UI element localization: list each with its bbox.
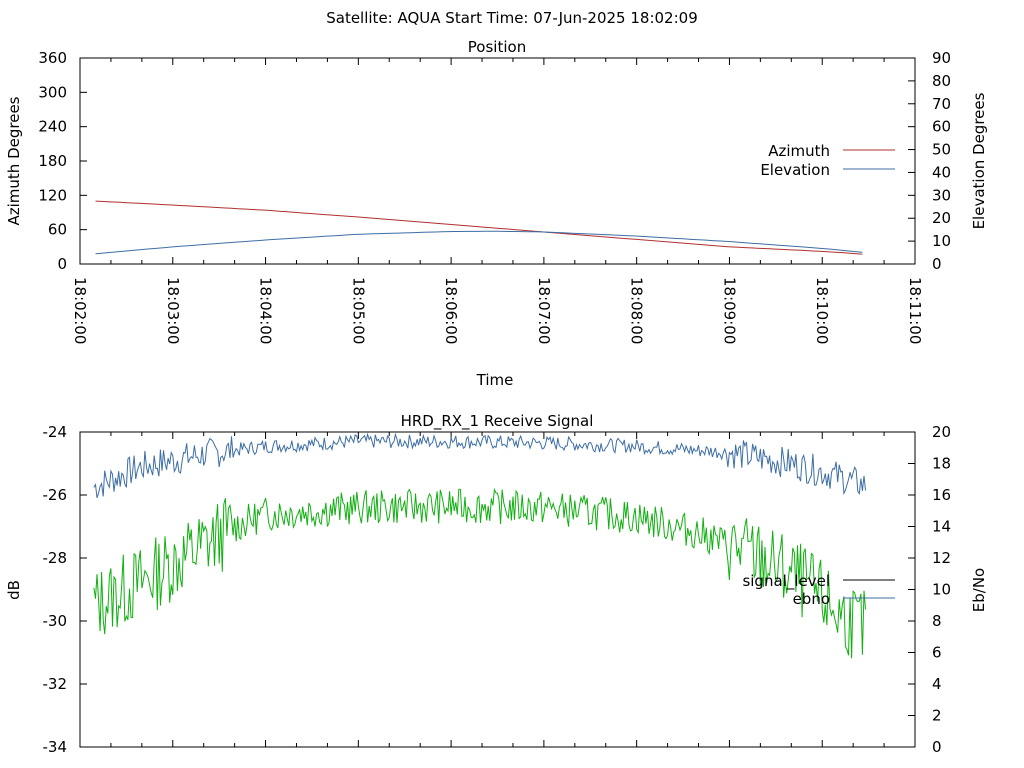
legend-ebno-label: ebno — [793, 590, 830, 608]
ebno-axis-tick-label: 14 — [932, 518, 951, 536]
time-axis-tick-label: 18:05:00 — [349, 277, 367, 344]
signal-legend: signal_level ebno — [742, 572, 895, 608]
time-axis-tick-label: 18:07:00 — [535, 277, 553, 344]
signal-series — [93, 432, 866, 659]
time-axis-tick-label: 18:08:00 — [628, 277, 646, 344]
elevation-axis-tick-label: 40 — [932, 163, 951, 181]
signal-chart-title: HRD_RX_1 Receive Signal — [401, 412, 594, 431]
elevation-axis-tick-label: 10 — [932, 232, 951, 250]
legend-signal-level-label: signal_level — [742, 572, 830, 591]
time-axis-tick-label: 18:09:00 — [720, 277, 738, 344]
elevation-line — [95, 230, 863, 255]
legend-azimuth-label: Azimuth — [768, 142, 830, 160]
time-axis-tick-label: 18:03:00 — [164, 277, 182, 344]
db-axis-tick-label: -26 — [43, 486, 68, 504]
ebno-axis-tick-label: 10 — [932, 581, 951, 599]
elevation-axis-tick-label: 70 — [932, 95, 951, 113]
azimuth-axis-tick-label: 180 — [38, 152, 67, 170]
ebno-axis-tick-label: 20 — [932, 423, 951, 441]
db-axis-tick-label: -24 — [43, 423, 68, 441]
ebno-axis-tick-label: 18 — [932, 455, 951, 473]
time-axis-tick-label: 18:11:00 — [906, 277, 924, 344]
time-axis-tick-label: 18:02:00 — [71, 277, 89, 344]
db-axis-tick-label: -34 — [43, 738, 68, 756]
position-legend: Azimuth Elevation — [760, 142, 895, 179]
elevation-axis-tick-label: 60 — [932, 118, 951, 136]
db-axis-tick-label: -30 — [43, 612, 68, 630]
db-axis-label: dB — [5, 580, 23, 600]
azimuth-axis-tick-label: 0 — [57, 255, 67, 273]
azimuth-axis-tick-label: 360 — [38, 49, 67, 67]
elevation-axis-tick-label: 20 — [932, 209, 951, 227]
elevation-axis-label: Elevation Degrees — [970, 92, 988, 229]
position-chart-title: Position — [468, 38, 526, 56]
ebno-axis-tick-label: 0 — [932, 738, 942, 756]
position-chart: Position 0 60 120 180 240 300 360 0 10 20 30 40 50 6… — [5, 38, 988, 389]
ebno-axis-label: Eb/No — [970, 568, 988, 612]
elevation-axis-tick-label: 0 — [932, 255, 942, 273]
position-series — [95, 200, 863, 255]
elevation-axis-tick-label: 90 — [932, 49, 951, 67]
ebno-axis-tick-label: 12 — [932, 549, 951, 567]
time-axis-tick-label: 18:10:00 — [813, 277, 831, 344]
green-series-line — [93, 487, 866, 659]
time-axis-tick-label: 18:06:00 — [442, 277, 460, 344]
signal-chart: HRD_RX_1 Receive Signal -24-26-28-30-32-… — [5, 412, 988, 756]
ebno-line — [93, 432, 866, 498]
elevation-axis-tick-label: 30 — [932, 186, 951, 204]
ebno-axis-tick-label: 8 — [932, 612, 942, 630]
ebno-axis-tick-label: 4 — [932, 675, 942, 693]
ebno-axis-tick-label: 16 — [932, 486, 951, 504]
ebno-axis-tick-label: 2 — [932, 707, 942, 725]
elevation-axis-tick-label: 80 — [932, 72, 951, 90]
azimuth-axis-tick-label: 240 — [38, 118, 67, 136]
signal-left-axis: -24 -26 -28 -30 -32 -34 — [43, 423, 87, 756]
db-axis-tick-label: -28 — [43, 549, 68, 567]
azimuth-axis-tick-label: 60 — [48, 221, 67, 239]
azimuth-line — [95, 200, 863, 255]
azimuth-axis-tick-label: 120 — [38, 186, 67, 204]
time-axis-label: Time — [476, 371, 514, 389]
azimuth-axis-label: Azimuth Degrees — [5, 96, 23, 225]
elevation-axis-tick-label: 50 — [932, 141, 951, 159]
db-axis-tick-label: -32 — [43, 675, 68, 693]
time-axis-tick-label: 18:04:00 — [257, 277, 275, 344]
azimuth-axis-tick-label: 300 — [38, 83, 67, 101]
page-title: Satellite: AQUA Start Time: 07-Jun-2025 … — [326, 9, 698, 27]
position-left-axis: 0 60 120 180 240 300 360 — [38, 49, 87, 273]
position-x-axis: 18:02:00 18:03:00 18:04:00 18:05:00 18:06:00… — [71, 58, 924, 344]
ebno-axis-tick-label: 6 — [932, 644, 942, 662]
position-right-axis: 0 10 20 30 40 50 60 70 80 90 — [908, 49, 951, 273]
legend-elevation-label: Elevation — [760, 161, 830, 179]
